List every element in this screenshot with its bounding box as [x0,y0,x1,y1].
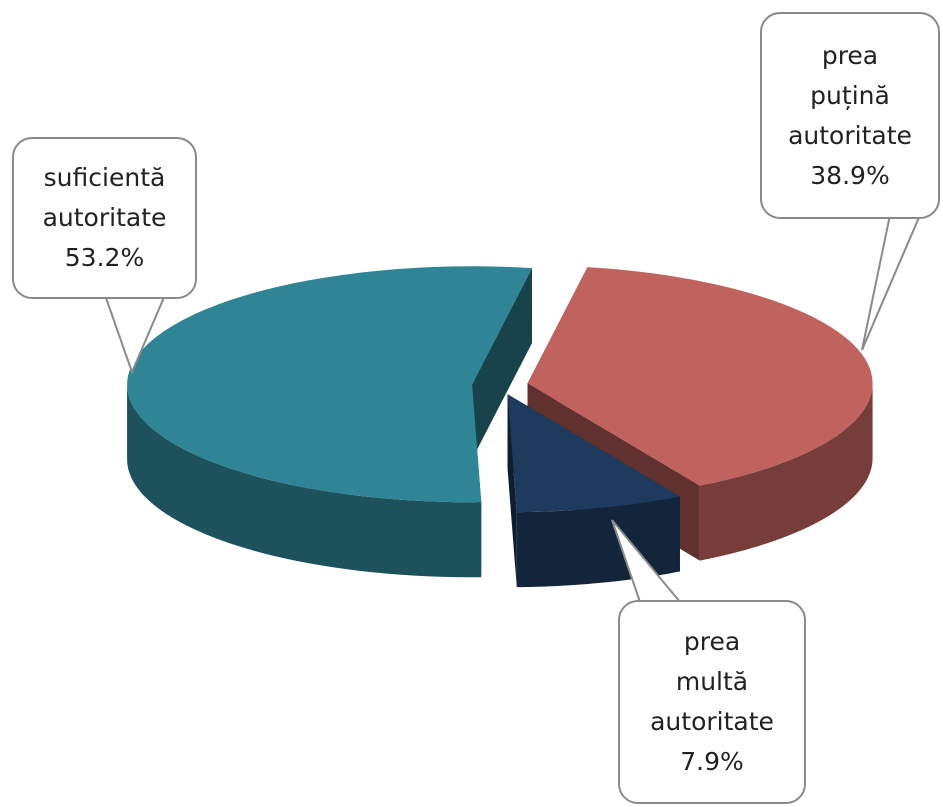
callout-tail [861,214,922,351]
slice-label: prea puțină autoritate [788,40,912,150]
slice [127,266,532,578]
value-label: 7.9% [680,747,744,776]
slice-side [699,383,873,561]
slice-label: prea multă autoritate [650,627,774,736]
slice-wall [507,394,517,588]
slice-top [507,394,680,513]
value-label: 38.9% [810,160,890,190]
callout: suficientă autoritate 53.2% [12,137,197,299]
slice-top [127,266,532,503]
callout: prea puțină autoritate 38.9% [760,12,940,219]
slice-label: suficientă autoritate [42,163,167,232]
value-label: 53.2% [64,243,145,272]
callout: prea multă autoritate 7.9% [618,600,806,804]
slice-top [527,267,873,486]
slice [507,394,680,588]
slice-side [127,384,482,578]
slice-wall [472,268,532,460]
